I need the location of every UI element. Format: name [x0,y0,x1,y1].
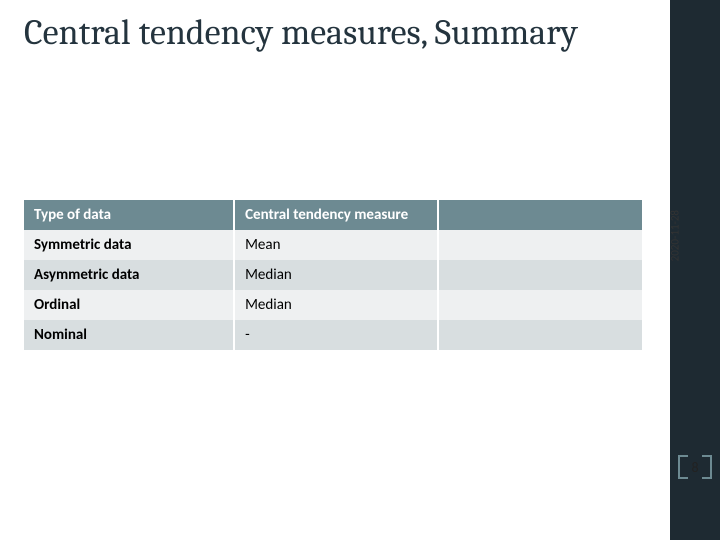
col-header-blank [438,200,642,230]
slide-title: Central tendency measures, Summary [24,14,624,52]
cell-measure: - [234,320,438,350]
summary-table: Type of data Central tendency measure Sy… [24,200,642,350]
cell-blank [438,290,642,320]
cell-type: Symmetric data [24,230,234,260]
slide: Central tendency measures, Summary 2020-… [0,0,720,540]
page-number: 8 [678,454,712,480]
cell-type: Ordinal [24,290,234,320]
table-row: Asymmetric data Median [24,260,642,290]
cell-measure: Median [234,260,438,290]
table-row: Nominal - [24,320,642,350]
cell-measure: Median [234,290,438,320]
cell-blank [438,320,642,350]
col-header-type: Type of data [24,200,234,230]
cell-measure: Mean [234,230,438,260]
col-header-measure: Central tendency measure [234,200,438,230]
date-label: 2020-11-28 [668,210,681,261]
table-row: Symmetric data Mean [24,230,642,260]
cell-type: Asymmetric data [24,260,234,290]
cell-blank [438,260,642,290]
page-number-value: 8 [691,459,698,476]
cell-type: Nominal [24,320,234,350]
cell-blank [438,230,642,260]
table-row: Ordinal Median [24,290,642,320]
table-header-row: Type of data Central tendency measure [24,200,642,230]
